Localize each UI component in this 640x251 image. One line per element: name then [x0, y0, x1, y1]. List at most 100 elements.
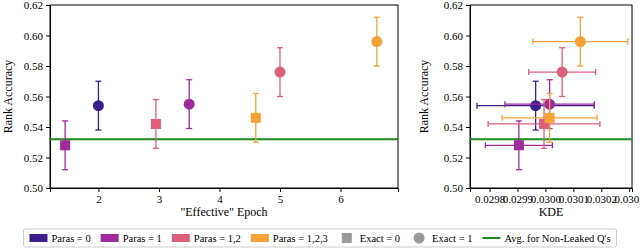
- tick: 2: [96, 188, 102, 205]
- tick-label: 0.0301: [559, 193, 589, 205]
- point: [371, 36, 382, 47]
- tick-mark: [466, 158, 470, 159]
- point: [184, 99, 195, 110]
- reference-line: [50, 138, 398, 140]
- tick: 0.60: [444, 30, 470, 42]
- tick: 0.50: [444, 182, 470, 194]
- reference-line: [470, 138, 632, 140]
- tick-mark: [517, 188, 518, 192]
- tick-label: 0.56: [444, 91, 464, 103]
- error-bar-cap: [541, 148, 547, 149]
- tick-label: 0.60: [24, 30, 44, 42]
- point: [251, 113, 261, 123]
- point: [530, 100, 541, 111]
- error-bar-cap: [277, 96, 283, 97]
- legend-box: [23, 229, 616, 247]
- error-bar-cap: [516, 169, 522, 170]
- tick: 0.56: [24, 91, 50, 103]
- tick: 3: [157, 188, 163, 205]
- tick-mark: [490, 188, 491, 192]
- x-axis-title: KDE: [539, 205, 564, 219]
- error-bar-cap: [485, 142, 486, 148]
- error-bar-cap: [577, 17, 583, 18]
- legend-swatch: [482, 237, 500, 239]
- tick-label: 0.0298: [475, 193, 506, 205]
- tick-mark: [280, 188, 281, 192]
- plot-marks: [470, 17, 632, 170]
- tick-label: 4: [217, 193, 223, 205]
- point: [575, 36, 586, 47]
- tick-label: 0.58: [24, 60, 44, 72]
- legend-swatch: [172, 234, 190, 242]
- tick: 0.0299: [503, 188, 534, 205]
- tick-mark: [466, 127, 470, 128]
- tick: 0.54: [444, 121, 470, 133]
- tick-mark: [98, 188, 99, 192]
- tick-mark: [46, 97, 50, 98]
- legend-item: Exact = 1: [414, 233, 473, 244]
- legend-item: Exact = 0: [342, 233, 400, 244]
- point: [514, 140, 524, 150]
- error-bar-cap: [533, 129, 539, 130]
- x-axis: 2 3 4 5 6: [51, 188, 399, 205]
- error-bar-cap: [186, 128, 192, 129]
- tick-mark: [46, 127, 50, 128]
- error-bar-cap: [95, 129, 101, 130]
- tick: 0.58: [444, 60, 470, 72]
- error-bar-cap: [62, 120, 68, 121]
- tick: 0.62: [444, 0, 470, 11]
- error-bar-cap: [595, 69, 596, 75]
- tick-label: 0.62: [24, 0, 43, 11]
- tick-label: 0.60: [444, 30, 464, 42]
- legend-swatch: [251, 234, 269, 242]
- tick: 0.62: [24, 0, 50, 11]
- tick-mark: [466, 188, 470, 189]
- legend-label: Paras = 1,2,3: [273, 233, 328, 244]
- plot-marks: [50, 17, 398, 170]
- point: [93, 100, 104, 111]
- tick-label: 0.54: [444, 121, 464, 133]
- tick-label: 2: [96, 193, 102, 205]
- legend-label: Paras = 1: [123, 233, 162, 244]
- tick-label: 0.0302: [587, 193, 617, 205]
- error-bar-cap: [627, 39, 628, 45]
- tick-label: 0.50: [444, 182, 464, 194]
- tick-label: 0.0299: [503, 193, 534, 205]
- error-bar-cap: [374, 17, 380, 18]
- tick: 5: [278, 188, 284, 205]
- error-bar-cap: [516, 120, 522, 121]
- legend-item: Avg. for Non-Leaked Q's: [482, 233, 610, 244]
- error-bar-cap: [596, 115, 597, 121]
- tick-label: 0.52: [444, 152, 463, 164]
- legend-swatch: [414, 233, 425, 244]
- error-bar-cap: [504, 101, 505, 107]
- legend-item: Paras = 1,2,3: [251, 233, 328, 244]
- tick: 0.54: [24, 121, 50, 133]
- error-bar-cap: [253, 93, 259, 94]
- plot-frame: [50, 5, 398, 188]
- tick-mark: [341, 188, 342, 192]
- tick-mark: [601, 188, 602, 192]
- tick-mark: [573, 188, 574, 192]
- tick-label: 0.0300: [531, 193, 562, 205]
- tick: 0.0298: [475, 188, 506, 205]
- point: [274, 67, 285, 78]
- tick-mark: [46, 158, 50, 159]
- tick: 6: [338, 188, 344, 205]
- tick-label: 0.52: [24, 152, 43, 164]
- error-bar-cap: [532, 39, 533, 45]
- axis-line: [51, 189, 399, 193]
- tick-mark: [545, 188, 546, 192]
- tick-label: 0.62: [444, 0, 463, 11]
- tick-mark: [466, 5, 470, 6]
- legend-label: Paras = 1,2: [194, 233, 241, 244]
- error-bar-cap: [476, 103, 477, 109]
- error-bar-cap: [594, 101, 595, 107]
- error-bar-cap: [277, 47, 283, 48]
- tick-label: 6: [338, 193, 344, 205]
- tick: 0.0300: [531, 188, 562, 205]
- error-bar-cap: [559, 47, 565, 48]
- tick-label: 0.50: [24, 182, 44, 194]
- tick: 0.0303: [615, 188, 640, 205]
- error-bar-cap: [533, 81, 539, 82]
